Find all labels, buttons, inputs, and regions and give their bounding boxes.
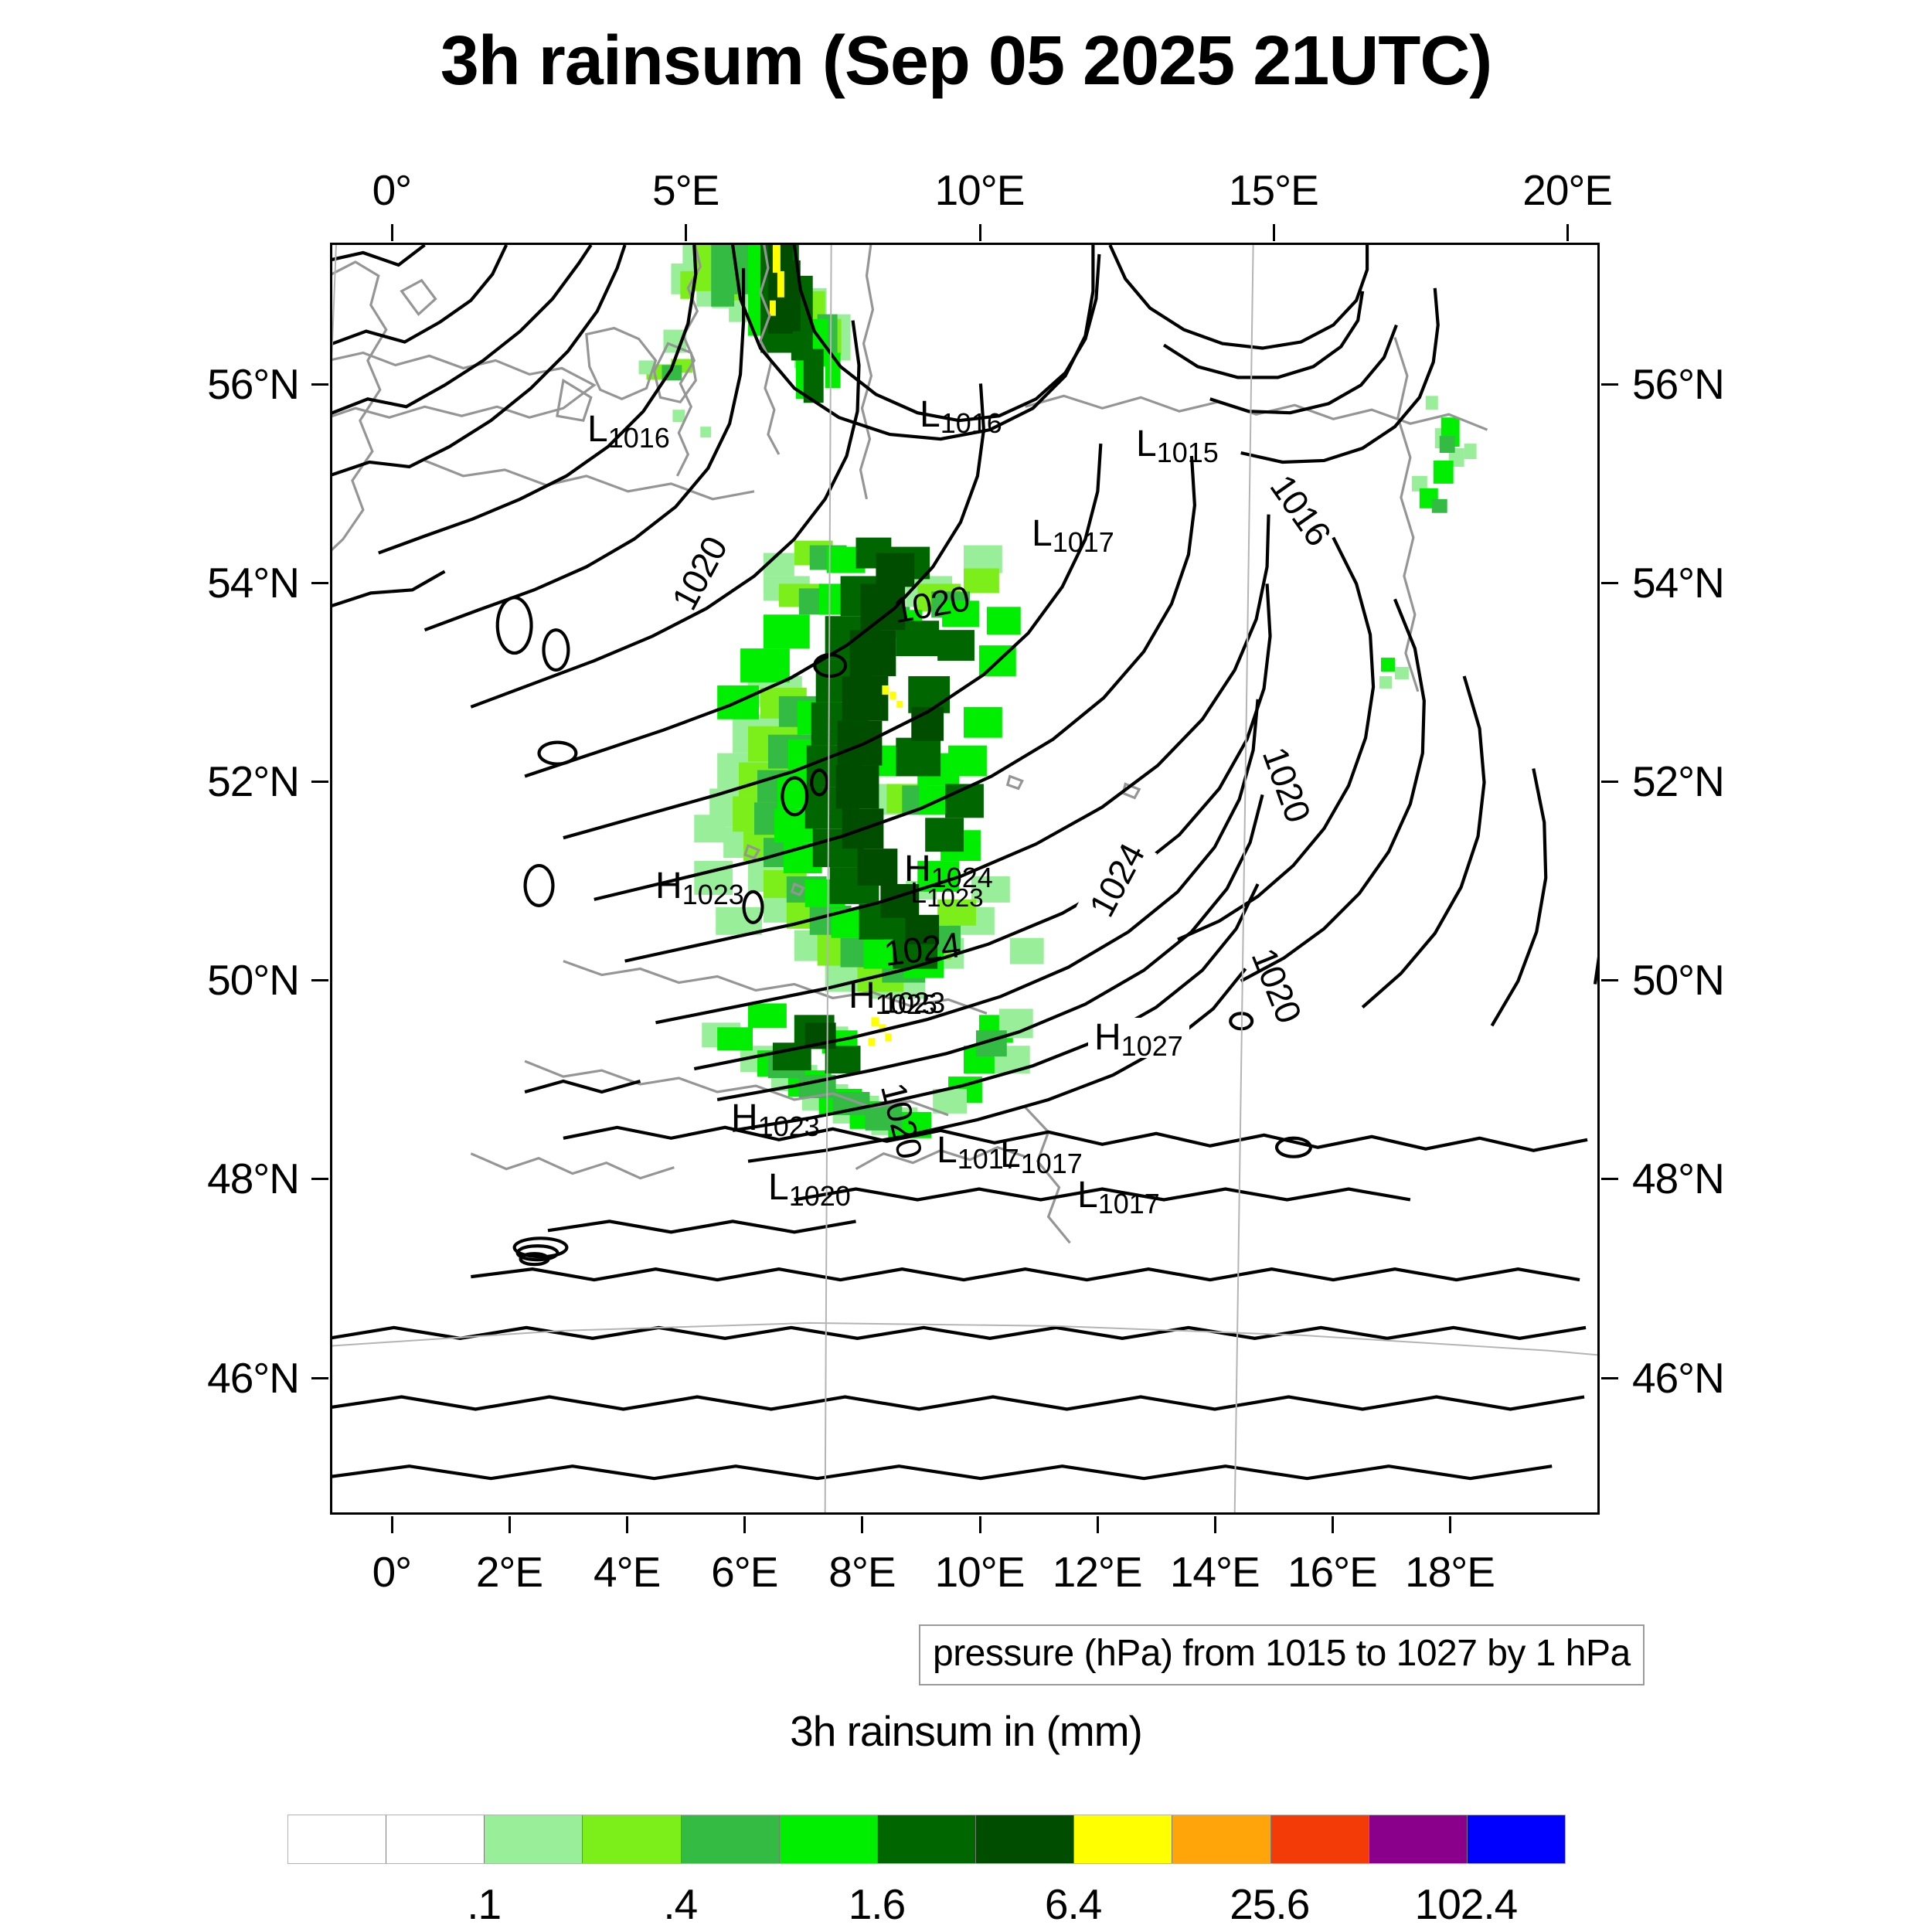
axis-tick	[1566, 224, 1570, 241]
pressure-center-low: L1017	[1077, 1175, 1160, 1219]
axis-label-right: 56°N	[1632, 359, 1725, 408]
colorbar-segment-11[interactable]	[1369, 1815, 1468, 1863]
pressure-center-low: L1023	[910, 877, 984, 912]
axis-tick	[1601, 1178, 1618, 1181]
axis-tick	[390, 1516, 393, 1533]
axis-tick	[1272, 224, 1275, 241]
axis-tick	[1601, 780, 1618, 783]
axis-label-bottom: 8°E	[828, 1548, 896, 1596]
colorbar-segment-4[interactable]	[681, 1815, 780, 1863]
axis-tick	[311, 383, 328, 386]
colorbar-segment-1[interactable]	[386, 1815, 485, 1863]
colorbar-tick-label: 6.4	[1044, 1880, 1102, 1928]
pressure-center-low: L1017	[937, 1130, 1019, 1175]
pressure-center-high: H1024	[904, 849, 993, 893]
colorbar-segment-2[interactable]	[485, 1815, 583, 1863]
pressure-center-high: H1025	[849, 975, 937, 1020]
axis-label-top: 20°E	[1522, 166, 1613, 214]
axis-label-left: 52°N	[207, 757, 300, 805]
axis-tick	[1096, 1516, 1099, 1533]
pressure-center-low: L1020	[768, 1167, 851, 1212]
colorbar-title: 3h rainsum in (mm)	[790, 1707, 1143, 1755]
colorbar-segment-0[interactable]	[288, 1815, 387, 1863]
colorbar-tick-label: 1.6	[848, 1880, 906, 1928]
axis-tick	[311, 780, 328, 783]
axis-tick	[311, 1376, 328, 1379]
axis-tick	[978, 224, 981, 241]
graticule	[332, 245, 1597, 1512]
axis-tick	[311, 979, 328, 982]
axis-tick	[978, 1516, 981, 1533]
axis-tick	[1601, 581, 1618, 584]
axis-tick	[1449, 1516, 1452, 1533]
axis-label-left: 48°N	[207, 1155, 300, 1203]
coastline-layer	[332, 245, 1488, 1244]
colorbar-tick-label: .1	[467, 1880, 502, 1928]
axis-label-top: 0°	[372, 166, 413, 214]
colorbar-tick-label: 25.6	[1230, 1880, 1310, 1928]
axis-label-bottom: 14°E	[1169, 1548, 1260, 1596]
axis-label-right: 52°N	[1632, 757, 1725, 805]
axis-tick	[861, 1516, 864, 1533]
colorbar-segment-7[interactable]	[976, 1815, 1075, 1863]
axis-label-right: 50°N	[1632, 956, 1725, 1005]
axis-label-bottom: 16°E	[1287, 1548, 1378, 1596]
pressure-legend-box: pressure (hPa) from 1015 to 1027 by 1 hP…	[919, 1624, 1645, 1685]
axis-label-bottom: 2°E	[475, 1548, 543, 1596]
axis-label-bottom: 18°E	[1405, 1548, 1495, 1596]
pressure-center-low: L1017	[1000, 1134, 1083, 1179]
axis-label-top: 15°E	[1228, 166, 1319, 214]
precipitation-shading	[638, 245, 1477, 1138]
colorbar[interactable]	[287, 1815, 1566, 1864]
contour-label: 1023	[882, 987, 946, 1020]
pressure-center-low: L1016	[587, 409, 670, 454]
axis-label-bottom: 4°E	[593, 1548, 661, 1596]
pressure-center-high: H1023	[731, 1097, 820, 1142]
axis-tick	[626, 1516, 629, 1533]
axis-label-left: 46°N	[207, 1353, 300, 1402]
axis-tick	[743, 1516, 747, 1533]
axis-tick	[1331, 1516, 1334, 1533]
colorbar-tick-label: .4	[663, 1880, 698, 1928]
axis-tick	[508, 1516, 511, 1533]
colorbar-segment-8[interactable]	[1074, 1815, 1173, 1863]
axis-tick	[311, 1178, 328, 1181]
pressure-center-low: L1015	[1136, 423, 1219, 468]
axis-label-left: 56°N	[207, 359, 300, 408]
axis-label-bottom: 12°E	[1052, 1548, 1143, 1596]
axis-tick	[1213, 1516, 1216, 1533]
page-title: 3h rainsum (Sep 05 2025 21UTC)	[440, 22, 1493, 100]
axis-label-left: 54°N	[207, 558, 300, 607]
axis-label-top: 5°E	[652, 166, 719, 214]
pressure-center-low: L1016	[920, 394, 1002, 439]
axis-tick	[311, 581, 328, 584]
pressure-center-high: H1023	[655, 866, 744, 910]
axis-label-bottom: 0°	[372, 1548, 413, 1596]
axis-tick	[1601, 1376, 1618, 1379]
pressure-center-low: L1017	[1032, 513, 1114, 558]
colorbar-tick-label: 102.4	[1414, 1880, 1519, 1928]
axis-label-right: 46°N	[1632, 1353, 1725, 1402]
axis-label-bottom: 6°E	[711, 1548, 778, 1596]
axis-label-left: 50°N	[207, 956, 300, 1005]
axis-tick	[1601, 979, 1618, 982]
axis-label-top: 10°E	[934, 166, 1026, 214]
colorbar-segment-12[interactable]	[1467, 1815, 1566, 1863]
axis-tick	[685, 224, 688, 241]
colorbar-segment-10[interactable]	[1270, 1815, 1369, 1863]
axis-tick	[1601, 383, 1618, 386]
map-plot-area: 1020 1020 1016 1020 1020 1024 1024 1020 …	[330, 243, 1600, 1515]
colorbar-segment-9[interactable]	[1172, 1815, 1271, 1863]
pressure-center-high: H1027	[1088, 1018, 1189, 1060]
axis-label-right: 54°N	[1632, 558, 1725, 607]
axis-label-bottom: 10°E	[934, 1548, 1026, 1596]
map-canvas	[332, 245, 1597, 1512]
colorbar-segment-5[interactable]	[779, 1815, 878, 1863]
axis-tick	[390, 224, 393, 241]
colorbar-segment-3[interactable]	[583, 1815, 682, 1863]
axis-label-right: 48°N	[1632, 1155, 1725, 1203]
colorbar-segment-6[interactable]	[877, 1815, 977, 1863]
